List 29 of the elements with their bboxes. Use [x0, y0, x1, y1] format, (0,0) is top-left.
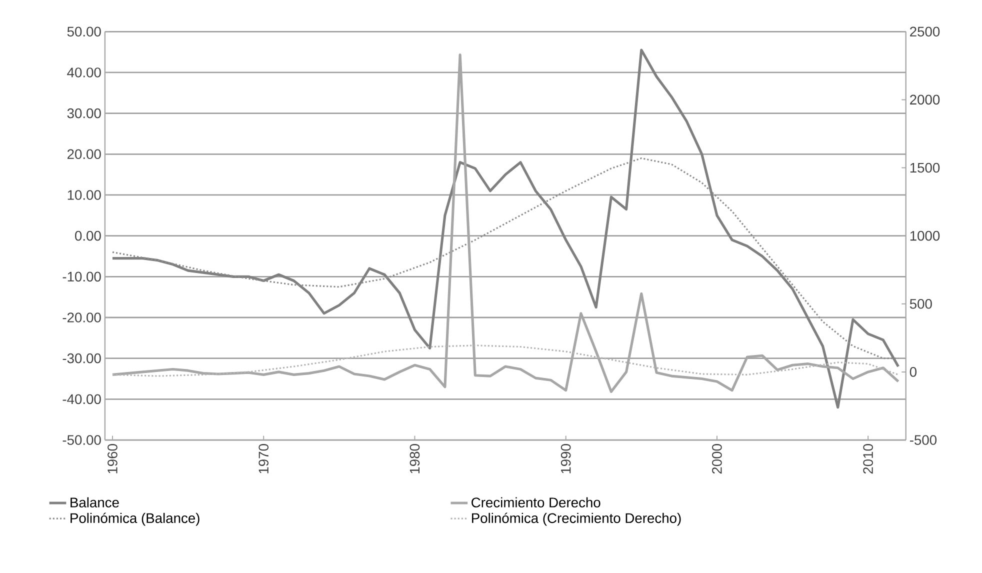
x-tick-label: 1990 [560, 444, 571, 474]
y2-tick-label: 1000 [910, 231, 940, 241]
legend-label: Crecimiento Derecho [472, 497, 600, 508]
y-tick-label: -10.00 [62, 272, 101, 282]
y2-tick-label: 500 [910, 299, 932, 310]
y2-tick-label: 0 [910, 367, 917, 378]
y-tick-label: -20.00 [62, 312, 101, 323]
legend-label: Balance [70, 497, 119, 508]
legend-label: Polinómica (Balance) [70, 512, 200, 526]
legend-label: Polinómica (Crecimiento Derecho) [472, 512, 681, 526]
y2-tick-label: 2000 [910, 95, 940, 105]
y2-tick-label: -500 [910, 435, 937, 446]
x-tick-label: 1980 [410, 444, 420, 474]
x-tick-label: 2010 [863, 444, 873, 474]
y-tick-label: 0.00 [75, 231, 101, 241]
y-tick-label: 30.00 [67, 108, 101, 118]
x-tick-label: 2000 [712, 444, 722, 474]
y-tick-label: 40.00 [67, 68, 101, 78]
x-tick-label: 1960 [108, 444, 118, 474]
y-tick-label: 20.00 [67, 149, 101, 160]
x-tick-label: 1970 [258, 444, 269, 474]
y-tick-label: 10.00 [68, 190, 101, 200]
y-tick-label: -50.00 [62, 435, 101, 446]
line-series [112, 344, 900, 378]
y2-tick-label: 2500 [910, 26, 940, 37]
y-tick-label: 50.00 [67, 26, 101, 37]
y-tick-label: -40.00 [62, 394, 101, 404]
y-tick-label: -30.00 [62, 354, 101, 364]
y2-tick-label: 1500 [910, 163, 940, 173]
